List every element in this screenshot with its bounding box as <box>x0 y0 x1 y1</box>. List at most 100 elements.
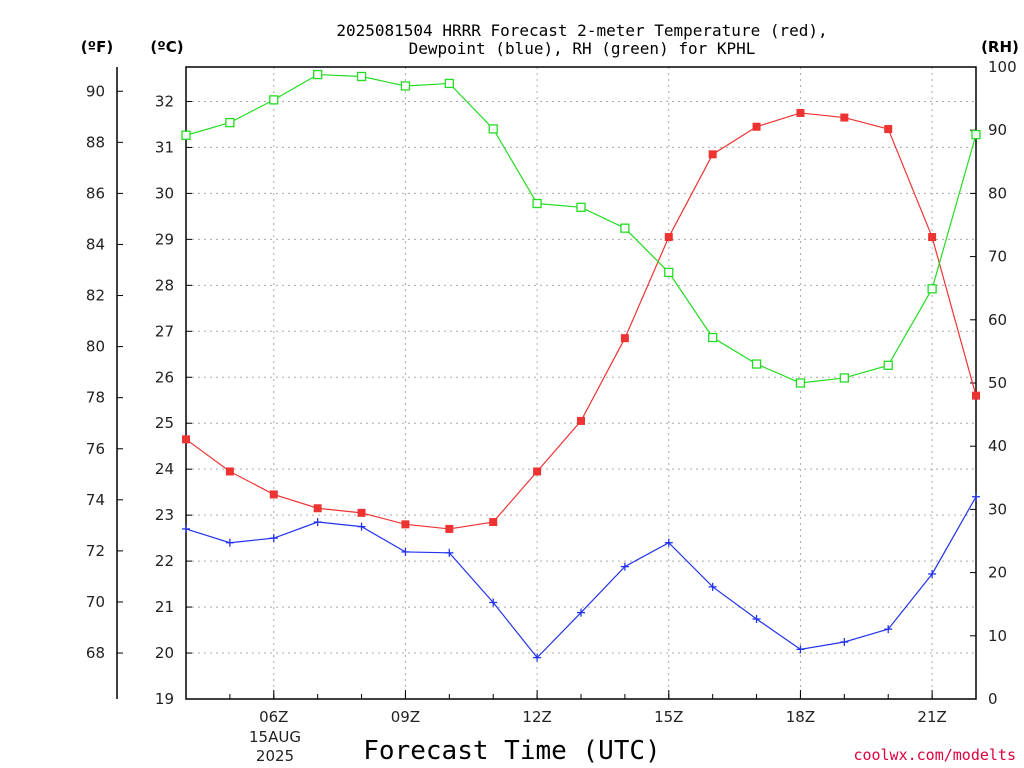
data-point <box>401 547 410 556</box>
date-year-label: 2025 <box>256 747 294 765</box>
data-point <box>225 117 235 128</box>
data-point <box>225 538 234 547</box>
c-tick-label: 30 <box>155 184 174 202</box>
data-point <box>972 391 980 400</box>
rh-tick-label: 90 <box>988 121 1007 139</box>
data-point <box>356 71 367 82</box>
c-tick-label: 22 <box>155 552 174 570</box>
f-tick-label: 68 <box>86 644 105 662</box>
x-tick-label: 21Z <box>917 708 946 726</box>
data-point <box>664 538 673 547</box>
data-point <box>884 625 893 634</box>
x-tick-label: 09Z <box>391 708 420 726</box>
c-tick-label: 24 <box>155 460 174 478</box>
data-point <box>664 233 673 242</box>
data-point <box>400 81 411 91</box>
grid-lines <box>186 67 976 699</box>
celsius-unit-label: (ºC) <box>150 38 183 56</box>
rh-tick-label: 40 <box>988 437 1007 455</box>
data-point <box>182 524 190 533</box>
series-line <box>185 112 977 530</box>
c-tick-label: 20 <box>155 644 174 662</box>
data-point <box>269 534 278 543</box>
c-tick-label: 31 <box>155 138 174 156</box>
source-credit: coolwx.com/modelts <box>853 746 1016 764</box>
data-point <box>269 95 279 105</box>
rh-tick-label: 70 <box>988 248 1007 266</box>
data-point <box>928 233 937 242</box>
f-tick-label: 88 <box>86 133 105 151</box>
rh-tick-label: 20 <box>988 564 1007 582</box>
data-series <box>181 69 981 662</box>
data-point <box>577 416 585 425</box>
x-tick-label: 15Z <box>654 708 683 726</box>
rh-tick-label: 100 <box>988 58 1017 76</box>
data-point <box>313 518 322 527</box>
data-point <box>839 373 849 383</box>
data-point <box>357 522 366 531</box>
data-point <box>401 520 410 529</box>
c-tick-label: 32 <box>155 92 174 110</box>
data-point <box>796 645 805 654</box>
c-tick-label: 28 <box>155 276 174 294</box>
data-point <box>708 150 717 159</box>
data-point <box>795 378 806 388</box>
rh-tick-label: 50 <box>988 374 1007 392</box>
data-point <box>796 108 805 117</box>
c-tick-label: 27 <box>155 322 174 340</box>
data-point <box>928 569 937 578</box>
data-point <box>620 562 629 571</box>
f-tick-label: 86 <box>86 184 105 202</box>
c-tick-label: 29 <box>155 230 174 248</box>
data-point <box>225 467 234 476</box>
f-tick-label: 80 <box>86 338 105 356</box>
c-tick-label: 26 <box>155 368 174 386</box>
data-point <box>927 284 937 294</box>
data-point <box>269 490 278 499</box>
f-tick-label: 76 <box>86 440 105 458</box>
data-point <box>444 78 454 89</box>
f-tick-label: 90 <box>86 82 105 100</box>
x-axis-title: Forecast Time (UTC) <box>363 736 660 766</box>
data-point <box>620 223 630 233</box>
data-point <box>182 435 190 444</box>
data-point <box>532 198 542 209</box>
f-tick-label: 74 <box>86 491 105 509</box>
data-point <box>533 653 542 662</box>
data-point <box>445 524 454 533</box>
x-tick-label: 18Z <box>786 708 815 726</box>
data-point <box>972 492 980 501</box>
data-point <box>752 615 761 624</box>
f-tick-label: 70 <box>86 593 105 611</box>
data-point <box>708 332 718 343</box>
data-point <box>181 130 191 140</box>
data-point <box>752 122 761 131</box>
date-day-label: 15AUG <box>249 728 301 746</box>
rh-tick-label: 80 <box>988 184 1007 202</box>
data-point <box>489 598 498 607</box>
data-point <box>313 69 323 80</box>
f-tick-label: 82 <box>86 287 105 305</box>
axes: 68 70 72 74 76 78 80 82 84 86 88 90 19 20 21 22 23 24 25 26… <box>86 58 1017 726</box>
data-point <box>840 638 849 647</box>
data-point <box>708 582 717 591</box>
data-point <box>489 518 498 527</box>
fahrenheit-unit-label: (ºF) <box>81 38 113 56</box>
data-point <box>313 504 322 513</box>
data-point <box>664 267 674 278</box>
data-point <box>971 129 981 140</box>
rh-tick-label: 30 <box>988 500 1007 518</box>
rh-tick-label: 60 <box>988 311 1007 329</box>
data-point <box>883 360 893 370</box>
chart-title-line-2: Dewpoint (blue), RH (green) for KPHL <box>409 39 756 58</box>
data-point <box>884 125 893 134</box>
x-tick-label: 06Z <box>259 708 288 726</box>
data-point <box>577 608 585 617</box>
chart-title-line-1: 2025081504 HRRR Forecast 2-meter Tempera… <box>336 21 827 40</box>
rh-tick-label: 10 <box>988 627 1007 645</box>
data-point <box>751 359 762 369</box>
c-tick-label: 21 <box>155 598 174 616</box>
data-point <box>488 124 498 134</box>
data-point <box>620 334 629 343</box>
